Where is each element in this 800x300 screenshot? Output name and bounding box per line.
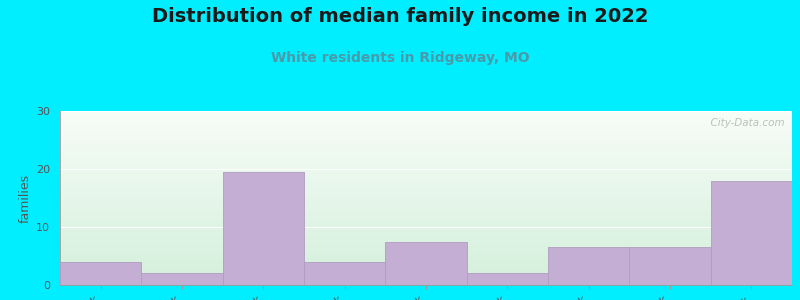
Text: White residents in Ridgeway, MO: White residents in Ridgeway, MO	[270, 51, 530, 65]
Bar	[466, 273, 548, 285]
Bar	[60, 262, 142, 285]
Y-axis label: families: families	[19, 173, 32, 223]
Bar	[386, 242, 466, 285]
Bar	[304, 262, 386, 285]
Bar	[630, 247, 710, 285]
Bar	[548, 247, 630, 285]
Text: City-Data.com: City-Data.com	[704, 118, 785, 128]
Text: Distribution of median family income in 2022: Distribution of median family income in …	[152, 8, 648, 26]
Bar	[222, 172, 304, 285]
Bar	[710, 181, 792, 285]
Bar	[142, 273, 222, 285]
